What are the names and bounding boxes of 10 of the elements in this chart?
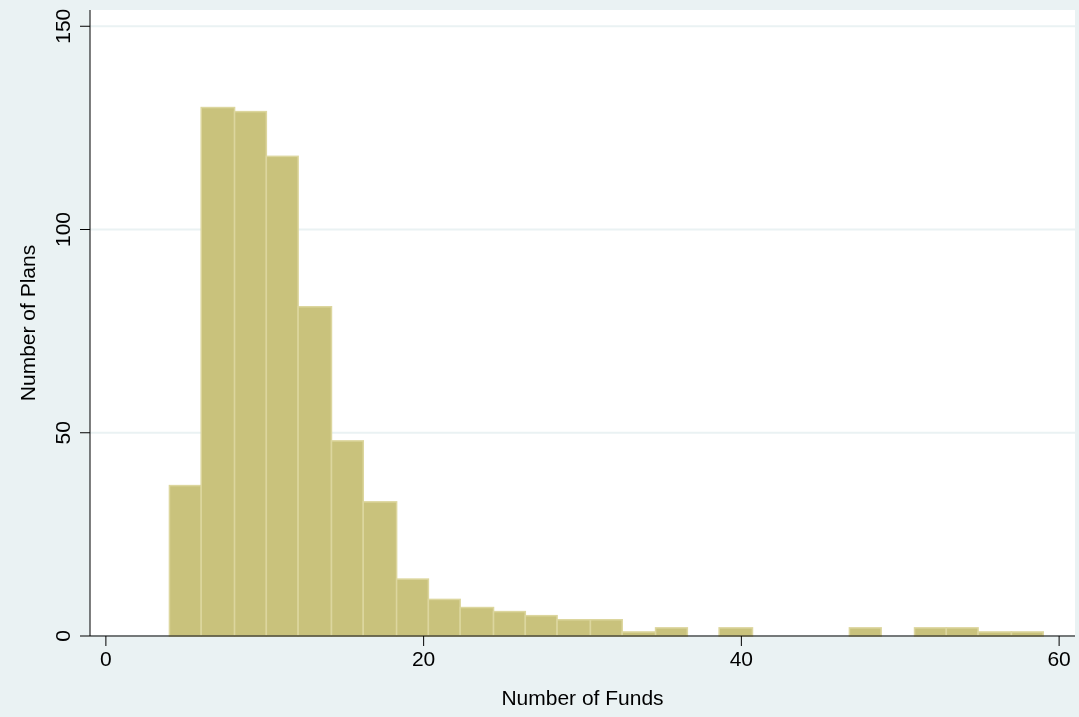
y-tick-label: 150 bbox=[51, 8, 74, 44]
x-tick-label: 60 bbox=[1047, 647, 1071, 670]
y-axis-title: Number of Plans bbox=[16, 244, 39, 402]
x-axis-title: Number of Funds bbox=[501, 686, 664, 709]
x-tick-label: 0 bbox=[100, 647, 112, 670]
x-tick-label: 20 bbox=[411, 647, 436, 670]
y-tick-label: 100 bbox=[51, 211, 74, 248]
y-tick-label: 0 bbox=[51, 630, 74, 642]
y-tick-label: 50 bbox=[51, 421, 74, 445]
x-tick-label: 40 bbox=[729, 647, 754, 670]
